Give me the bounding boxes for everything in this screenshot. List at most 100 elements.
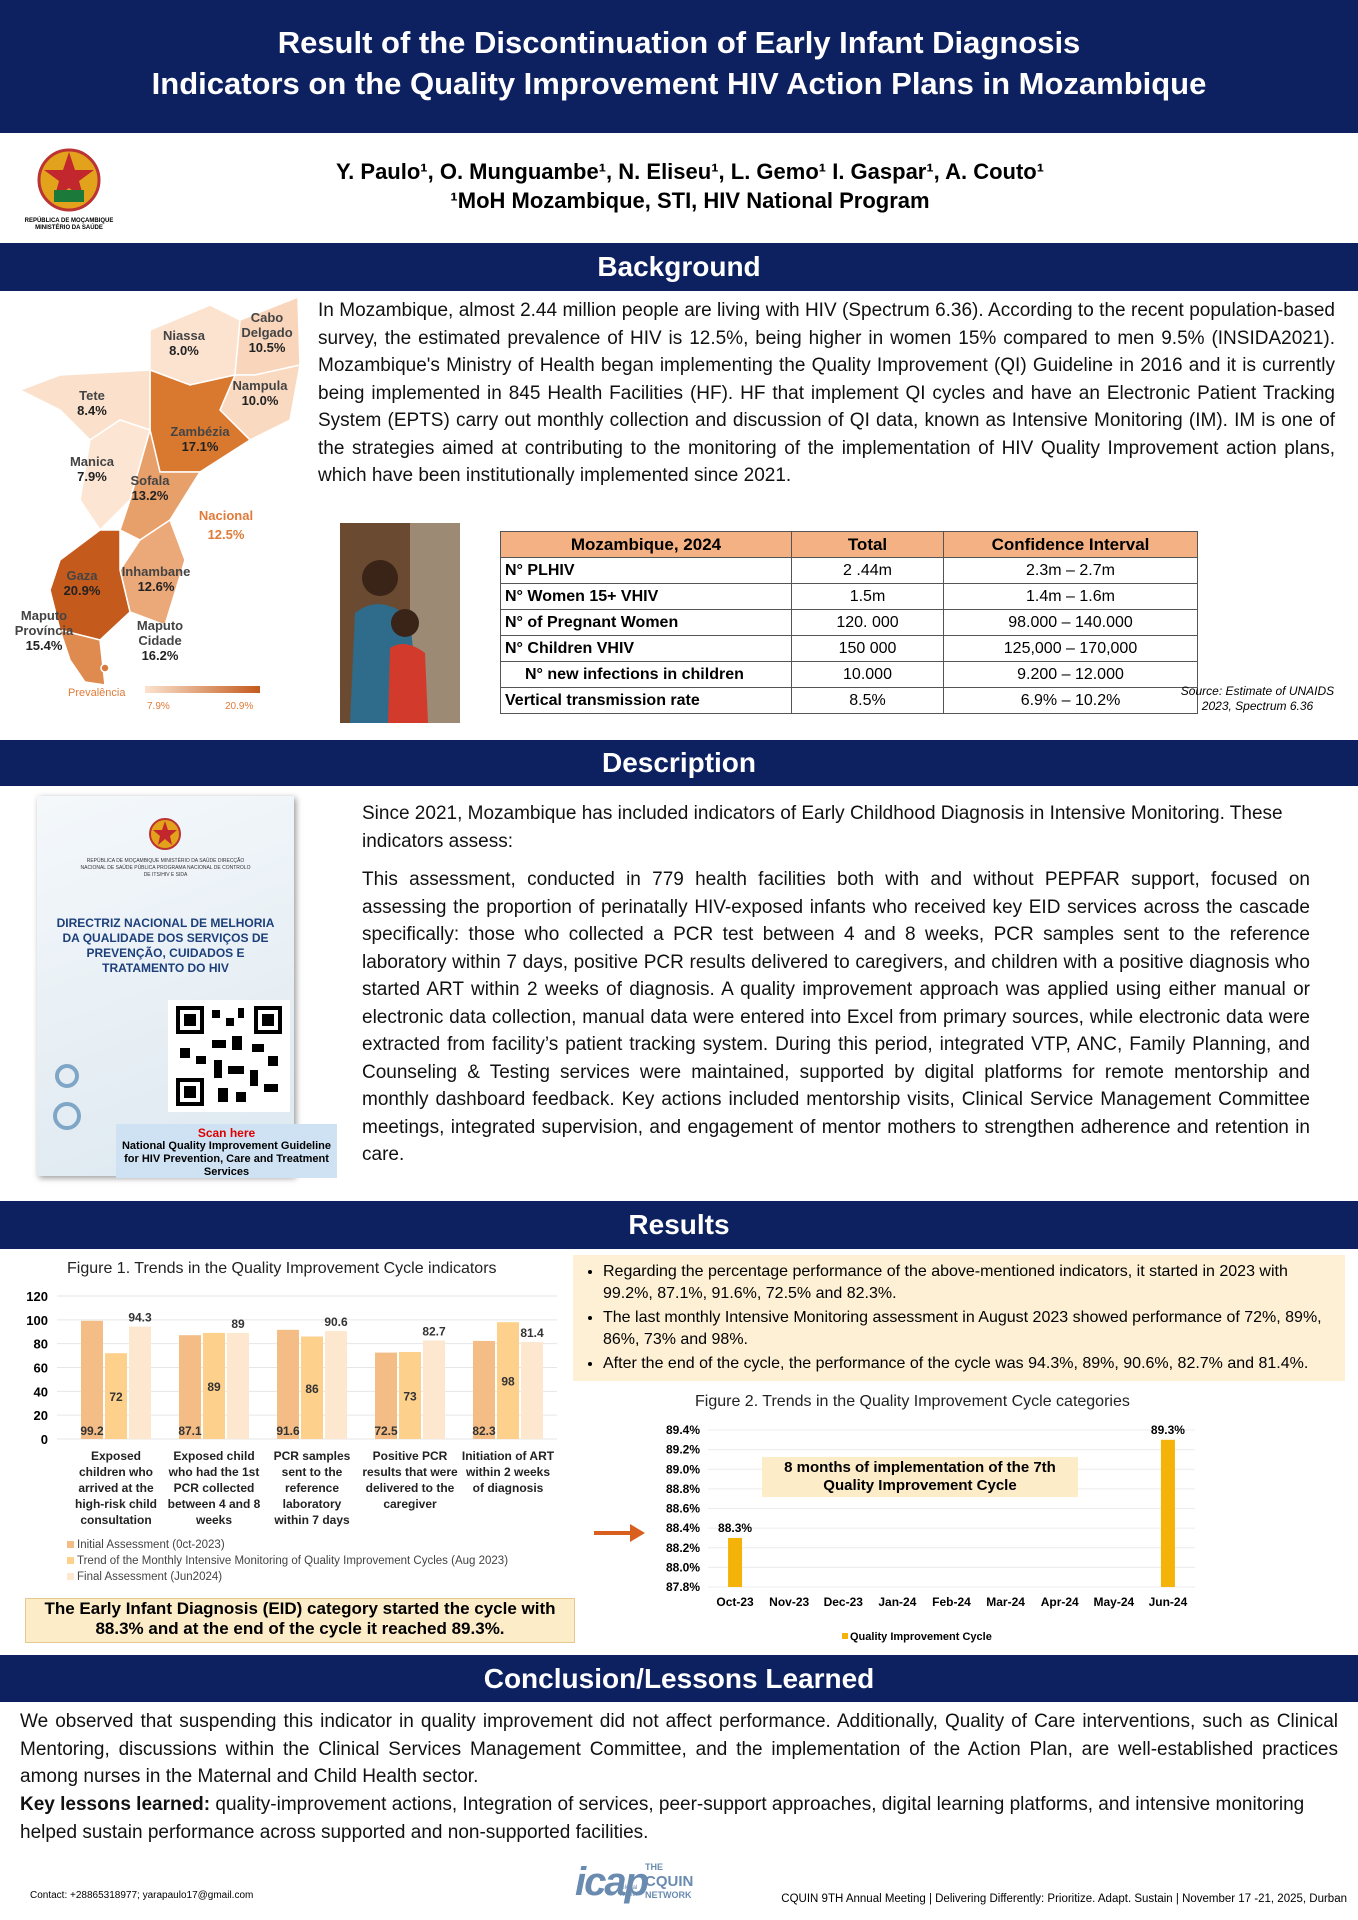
region-name: Nampula (232, 378, 288, 393)
lessons-text: quality-improvement actions, Integration… (20, 1794, 1305, 1843)
legend-label: Trend of the Monthly Intensive Monitorin… (77, 1555, 508, 1567)
bar (301, 1336, 323, 1439)
description-text: This assessment, conducted in 779 health… (362, 869, 1310, 1165)
data-table: Mozambique, 2024 Total Confidence Interval… (500, 531, 1198, 714)
table-cell: N° Children VHIV (500, 635, 792, 662)
background-text: In Mozambique, almost 2.44 million peopl… (318, 300, 1335, 486)
bar (105, 1353, 127, 1439)
icap-sub: Global Health (620, 1885, 638, 1898)
table-cell: 1.4m – 1.6m (943, 583, 1198, 610)
region-value: 15.4% (25, 638, 63, 653)
bar (325, 1331, 347, 1439)
table-cell: 9.200 – 12.000 (943, 661, 1198, 688)
map-label: Cabo Delgado 10.5% (241, 310, 292, 355)
legend-swatch (67, 1573, 74, 1580)
x-tick-label: Exposed children who arrived at the high… (74, 1449, 157, 1527)
y-tick-label: 89.4% (666, 1423, 700, 1437)
scan-label: Scan here (197, 1126, 256, 1140)
region-value: 17.1% (181, 439, 219, 454)
table-cell: 2.3m – 2.7m (943, 557, 1198, 584)
title-line: Indicators on the Quality Improvement HI… (151, 66, 1207, 101)
region-name: Niassa (163, 328, 205, 343)
bullets-box: Regarding the percentage performance of … (573, 1255, 1345, 1381)
legend-swatch (67, 1541, 74, 1548)
logo-line: REPÚBLICA DE MOÇAMBIQUE (24, 218, 114, 224)
table-cell: Vertical transmission rate (500, 687, 792, 714)
region-name: Zambézia (170, 424, 230, 439)
contact: Contact: +28865318977; yarapaulo17@gmail… (30, 1890, 254, 1901)
region-name: Cabo Delgado (241, 310, 293, 340)
map-label: Inhambane 12.6% (122, 564, 191, 594)
y-tick-label: 0 (41, 1432, 48, 1447)
affiliation: ¹MoH Mozambique, STI, HIV National Progr… (450, 188, 930, 213)
eid-caption: The Early Infant Diagnosis (EID) categor… (25, 1598, 575, 1643)
arrow (594, 1524, 645, 1542)
region-value: 13.2% (131, 488, 169, 503)
legend-swatch (842, 1633, 848, 1639)
figure1: 0 20 40 60 80 100 120 99.2 72 94.3 87.1 89 89 91.6 86 9… (26, 1289, 557, 1583)
conclusion-text: We observed that suspending this indicat… (20, 1711, 1338, 1787)
data-label: 89.3% (1151, 1423, 1185, 1437)
x-tick-label: Dec-23 (824, 1595, 864, 1609)
bar (129, 1326, 151, 1439)
y-tick-label: 120 (26, 1289, 48, 1304)
region-name: Nacional (198, 508, 254, 523)
table-cell: 10.000 (791, 661, 944, 688)
bar (423, 1340, 445, 1439)
y-tick-label: 60 (34, 1361, 48, 1376)
x-tick-label: PCR samples sent to the reference labora… (273, 1449, 351, 1527)
title: Result of the Discontinuation of Early I… (0, 0, 1358, 104)
section-heading: Background (0, 243, 1358, 291)
x-tick-label: Exposed child who had the 1st PCR collec… (167, 1449, 261, 1527)
cquin-logo: THE CQUIN NETWORK (645, 1862, 693, 1901)
map-label: Sofala 13.2% (130, 473, 169, 503)
region-value: 10.5% (248, 340, 286, 355)
data-label: 91.6 (276, 1424, 300, 1438)
data-label: 87.1 (178, 1424, 202, 1438)
y-tick-label: 88.0% (666, 1560, 700, 1574)
booklet-logo (149, 818, 181, 850)
bar (277, 1329, 299, 1439)
x-tick-label: Mar-24 (986, 1595, 1025, 1609)
y-tick-label: 88.4% (666, 1521, 700, 1535)
legend-swatch (67, 1557, 74, 1564)
data-label: 72 (109, 1390, 123, 1404)
bar (203, 1332, 225, 1439)
region-name: Inhambane (121, 564, 191, 579)
x-tick-label: Nov-23 (769, 1595, 809, 1609)
cquin-line: THE (645, 1862, 663, 1872)
data-label: 99.2 (80, 1424, 104, 1438)
section-heading: Results (0, 1201, 1358, 1249)
lessons-label: Key lessons learned: (20, 1794, 211, 1815)
bar (227, 1332, 249, 1439)
region-value: 12.5% (207, 527, 245, 542)
authors-block: Y. Paulo¹, O. Munguambe¹, N. Eliseu¹, L.… (140, 157, 1240, 215)
y-tick-label: 20 (34, 1408, 48, 1423)
bar (728, 1537, 743, 1587)
table-cell: 98.000 – 140.000 (943, 609, 1198, 636)
x-tick-label: Initiation of ART within 2 weeks of diag… (461, 1449, 555, 1495)
x-tick-label: May-24 (1093, 1595, 1134, 1609)
bullet: The last monthly Intensive Monitoring as… (603, 1307, 1335, 1351)
icap-logo: icap (575, 1860, 649, 1904)
y-tick-label: 87.8% (666, 1580, 700, 1594)
map-label: Nacional 12.5% (199, 508, 253, 542)
legend-title: Prevalência (68, 687, 126, 699)
y-tick-label: 40 (34, 1384, 48, 1399)
y-tick-label: 89.2% (666, 1443, 700, 1457)
bar (1160, 1439, 1175, 1587)
data-label: 82.3 (472, 1424, 496, 1438)
data-label: 88.3% (718, 1521, 752, 1535)
data-label: 89 (231, 1317, 245, 1331)
lessons: Key lessons learned: quality-improvement… (20, 1791, 1338, 1846)
y-tick-label: 89.0% (666, 1462, 700, 1476)
region-name: Maputo Cidade (136, 618, 184, 648)
header-band: Result of the Discontinuation of Early I… (0, 0, 1358, 133)
cquin-line: CQUIN (645, 1873, 694, 1890)
bullet: Regarding the percentage performance of … (603, 1261, 1335, 1305)
data-label: 81.4 (520, 1326, 544, 1340)
x-tick-label: Feb-24 (932, 1595, 971, 1609)
photo (340, 523, 460, 723)
scan-caption: National Quality Improvement Guideline f… (121, 1140, 332, 1178)
